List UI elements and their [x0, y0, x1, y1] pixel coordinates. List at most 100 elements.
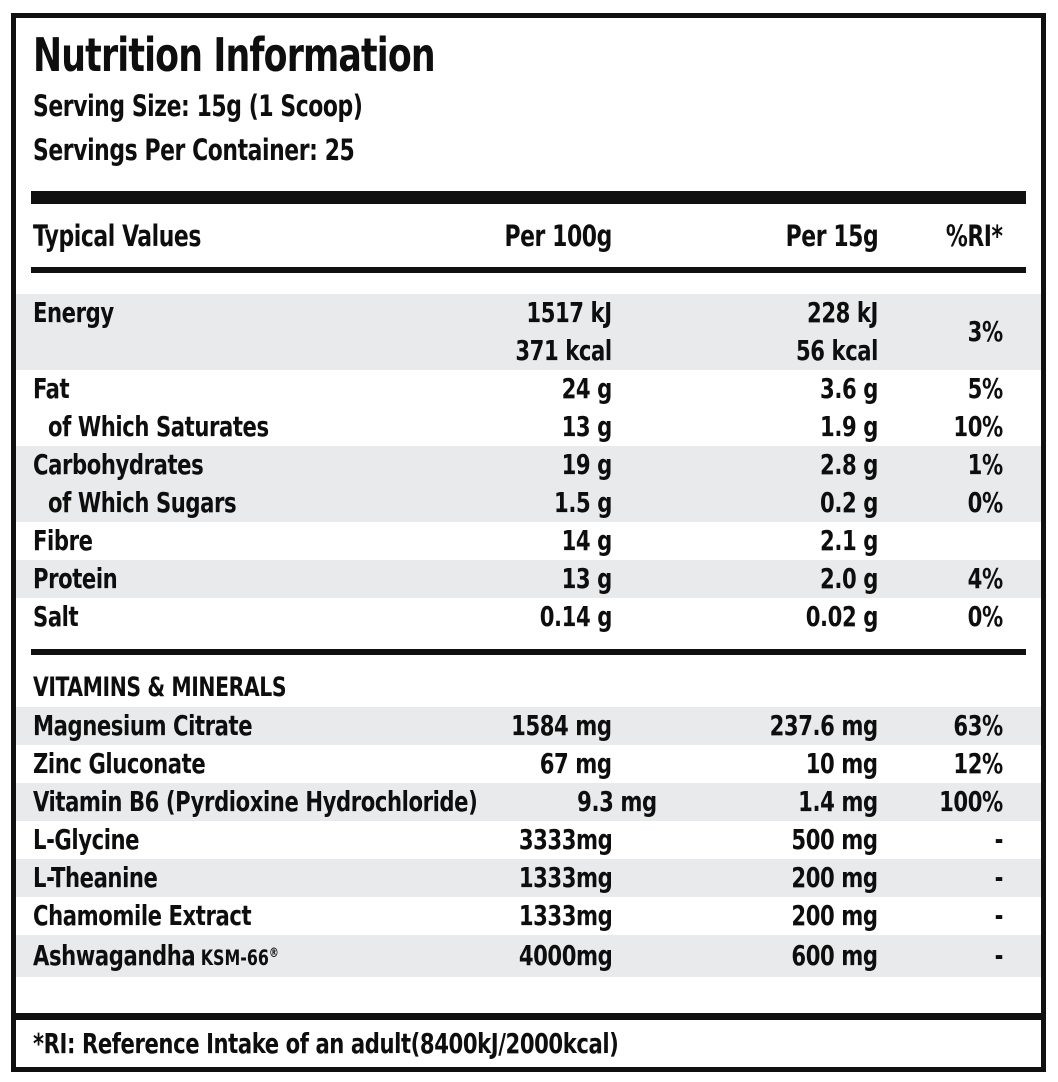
value-per-100g: 3333mg	[501, 821, 612, 859]
vitamins-minerals-table: Magnesium Citrate 1584 mg 237.6 mg 63% Zinc …	[16, 707, 1041, 977]
value-per-15g: 200 mg	[612, 859, 879, 897]
column-header-ri: %RI*	[946, 218, 1003, 253]
value-per-15g: 2.8 g	[612, 446, 878, 484]
value-ri-percent: 12%	[878, 745, 1004, 783]
value-per-100g: 1333mg	[501, 859, 612, 897]
divider-thin-under-header	[31, 267, 1026, 273]
value-ri-percent: 0%	[878, 598, 1004, 636]
registered-mark: ®	[268, 946, 279, 961]
value-text: 4000mg	[518, 939, 612, 972]
row-label: of Which Sugars	[48, 486, 237, 519]
value-per-100g: 67 mg	[526, 745, 612, 783]
footer-note-row: *RI: Reference Intake of an adult(8400kJ…	[16, 1020, 1041, 1067]
value-per-15g: 10 mg	[612, 745, 878, 783]
servings-per-container-text: Servings Per Container: 25	[33, 133, 355, 167]
value-per-15g: 2.1 g	[612, 522, 878, 560]
value-ri-percent: 100%	[878, 783, 1003, 821]
value-text: 0%	[967, 486, 1004, 519]
row-label: Vitamin B6 (Pyrdioxine Hydrochloride)	[33, 785, 478, 818]
value-text: 67 mg	[540, 747, 612, 780]
value-text: 0.14 g	[539, 600, 613, 633]
table-header-row: Typical Values Per 100g Per 15g %RI*	[16, 204, 1041, 267]
value-ri-percent	[878, 522, 1003, 560]
row-label: Carbohydrates	[33, 448, 204, 481]
table-row-ashwagandha: Ashwagandha KSM-66® 4000mg 600 mg -	[16, 935, 1041, 977]
value-ri-percent: 3%	[878, 313, 1004, 351]
value-text: 10 mg	[806, 747, 878, 780]
row-label: Zinc Gluconate	[33, 747, 206, 780]
table-row-fibre: Fibre 14 g 2.1 g	[16, 522, 1041, 560]
row-label: Protein	[33, 562, 118, 595]
value-text: -	[994, 899, 1004, 932]
value-line: 56 kcal	[795, 334, 878, 367]
value-text: 9.3 mg	[577, 785, 657, 818]
value-text: 1333mg	[518, 899, 612, 932]
value-ri-percent: 4%	[878, 560, 1004, 598]
table-row-carbohydrates: Carbohydrates 19 g 2.8 g 1%	[16, 446, 1041, 484]
label-header: Nutrition Information Serving Size: 15g …	[16, 18, 1041, 172]
value-line: 228 kJ	[807, 296, 878, 329]
row-first-cell: Fibre 14 g	[33, 522, 612, 560]
vitamins-minerals-heading-text: VITAMINS & MINERALS	[33, 672, 287, 703]
row-label-suffix: KSM-66®	[195, 946, 279, 970]
row-first-cell: Zinc Gluconate 67 mg	[33, 745, 612, 783]
value-ri-percent: 5%	[878, 370, 1004, 408]
row-first-cell: Magnesium Citrate 1584 mg	[33, 707, 612, 745]
table-row-l-theanine: L-Theanine 1333mg 200 mg -	[16, 859, 1041, 897]
value-text: 600 mg	[791, 939, 879, 972]
row-label: Ashwagandha KSM-66®	[33, 939, 279, 972]
value-ri-percent: 0%	[878, 484, 1004, 522]
value-per-100g: 13 g	[552, 408, 613, 446]
servings-per-container-line: Servings Per Container: 25	[33, 128, 1041, 172]
column-header-ri-cell: %RI*	[878, 217, 1003, 255]
row-label: L-Theanine	[33, 861, 158, 894]
value-ri-percent: -	[878, 897, 1004, 935]
table-row-chamomile-extract: Chamomile Extract 1333mg 200 mg -	[16, 897, 1041, 935]
value-text: 3333mg	[518, 823, 612, 856]
value-per-100g: 1584 mg	[492, 707, 612, 745]
value-text: 1%	[967, 448, 1004, 481]
table-header-first-cell: Typical Values Per 100g	[33, 217, 612, 255]
value-per-15g: 500 mg	[612, 821, 879, 859]
column-header-typical-values: Typical Values	[33, 218, 202, 253]
value-per-15g: 600 mg	[612, 937, 879, 975]
value-text: 24 g	[561, 372, 613, 405]
value-per-15g: 3.6 g	[612, 370, 878, 408]
value-per-15g: 2.0 g	[612, 560, 878, 598]
value-per-100g: 13 g	[552, 560, 613, 598]
row-first-cell: Chamomile Extract 1333mg	[33, 897, 612, 935]
row-first-cell: Vitamin B6 (Pyrdioxine Hydrochloride) 9.3…	[33, 783, 657, 821]
row-label: Chamomile Extract	[33, 899, 252, 932]
table-row-zinc-gluconate: Zinc Gluconate 67 mg 10 mg 12%	[16, 745, 1041, 783]
row-label: L-Glycine	[33, 823, 140, 856]
serving-size-line: Serving Size: 15g (1 Scoop)	[33, 84, 1041, 128]
value-text: 0.02 g	[805, 600, 879, 633]
value-text: 3%	[967, 315, 1004, 348]
row-label: Fat	[33, 372, 70, 405]
value-ri-percent: 1%	[878, 446, 1004, 484]
page-title-text: Nutrition Information	[33, 28, 436, 82]
value-per-15g: 0.2 g	[612, 484, 878, 522]
typical-values-table: Energy 1517 kJ 371 kcal 228 kJ 56 kcal 3% Fat 2…	[16, 294, 1041, 636]
value-text: 63%	[953, 709, 1004, 742]
row-label: Fibre	[33, 524, 93, 557]
value-per-15g: 228 kJ 56 kcal	[612, 294, 878, 370]
value-per-100g: 1517 kJ 371 kcal	[497, 294, 613, 370]
table-row-vitamin-b6-pyrdioxine-hydrochloride: Vitamin B6 (Pyrdioxine Hydrochloride) 9.3…	[16, 783, 1041, 821]
value-per-15g: 237.6 mg	[612, 707, 879, 745]
value-text: 0%	[967, 600, 1004, 633]
value-per-15g: 0.02 g	[612, 598, 879, 636]
value-text: 200 mg	[791, 899, 879, 932]
table-row-energy: Energy 1517 kJ 371 kcal 228 kJ 56 kcal 3%	[16, 294, 1041, 370]
value-text: 1333mg	[518, 861, 612, 894]
value-per-100g: 14 g	[552, 522, 613, 560]
value-ri-percent: -	[878, 821, 1004, 859]
row-label: Salt	[33, 600, 79, 633]
row-label: of Which Saturates	[48, 410, 269, 443]
rows-top-gap	[16, 273, 1041, 294]
value-text: 3.6 g	[820, 372, 878, 405]
value-text: 12%	[953, 747, 1004, 780]
row-first-cell: Carbohydrates 19 g	[33, 446, 612, 484]
table-row-fat: Fat 24 g 3.6 g 5%	[16, 370, 1041, 408]
table-row-of-which-sugars: of Which Sugars 1.5 g 0.2 g 0%	[16, 484, 1041, 522]
